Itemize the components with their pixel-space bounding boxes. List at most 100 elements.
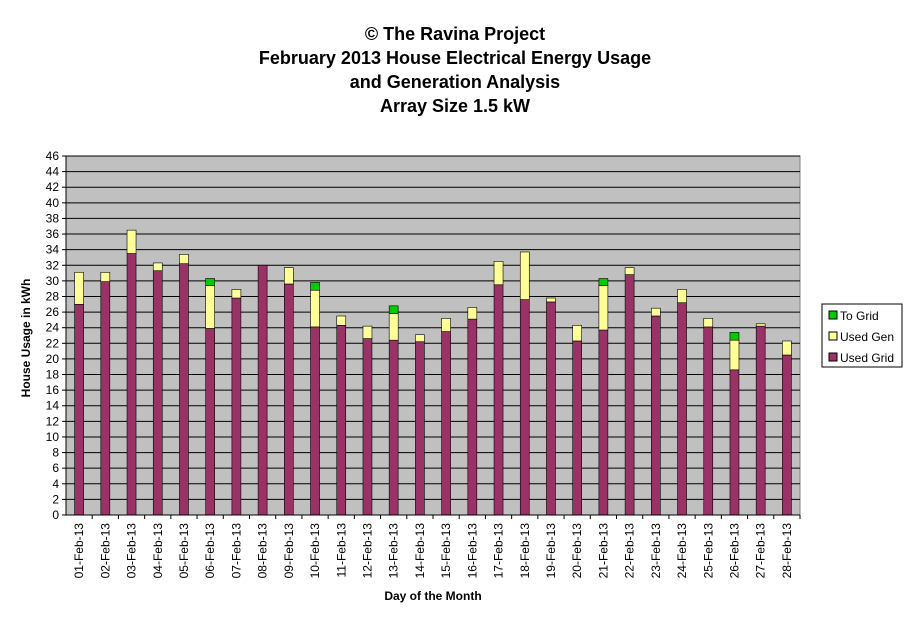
bar-used-grid bbox=[703, 326, 714, 516]
bar-used-grid bbox=[100, 281, 111, 516]
bar-used-grid bbox=[782, 354, 792, 516]
bar-used-gen bbox=[231, 289, 242, 299]
y-tick-label: 26 bbox=[46, 305, 60, 319]
bar-used-grid bbox=[624, 274, 635, 516]
x-tick-label: 08-Feb-13 bbox=[256, 523, 270, 579]
x-tick-label: 19-Feb-13 bbox=[544, 523, 558, 579]
bar-used-grid bbox=[126, 253, 137, 516]
bar-used-grid bbox=[231, 297, 242, 516]
y-tick-label: 36 bbox=[46, 227, 60, 241]
x-axis-title: Day of the Month bbox=[384, 589, 481, 603]
y-tick-label: 16 bbox=[46, 383, 60, 397]
y-tick-label: 10 bbox=[46, 430, 60, 444]
y-tick-label: 28 bbox=[46, 289, 60, 303]
bar-used-gen bbox=[546, 297, 556, 303]
y-tick-label: 18 bbox=[46, 368, 60, 382]
x-tick-label: 10-Feb-13 bbox=[308, 523, 322, 579]
bar-used-grid bbox=[651, 315, 661, 516]
bar-used-gen bbox=[519, 251, 530, 300]
bar-used-gen bbox=[284, 267, 294, 285]
bar-to-grid bbox=[598, 278, 609, 286]
plot-area bbox=[65, 155, 801, 516]
x-tick-label: 01-Feb-13 bbox=[72, 523, 86, 579]
y-tick-label: 30 bbox=[46, 274, 60, 288]
y-tick-label: 12 bbox=[46, 414, 60, 428]
bar-used-grid bbox=[152, 270, 163, 516]
bar-used-grid bbox=[729, 369, 740, 516]
bar-used-gen bbox=[205, 285, 215, 329]
bar-used-gen bbox=[126, 229, 137, 254]
title-line-3: and Generation Analysis bbox=[350, 72, 560, 92]
x-tick-label: 28-Feb-13 bbox=[780, 523, 794, 579]
bar-used-gen bbox=[179, 254, 189, 265]
bar-used-grid bbox=[415, 341, 425, 516]
x-tick-label: 20-Feb-13 bbox=[570, 523, 584, 579]
bar-used-grid bbox=[179, 263, 189, 516]
x-tick-label: 13-Feb-13 bbox=[387, 523, 401, 579]
bar-used-grid bbox=[755, 325, 766, 516]
x-tick-label: 18-Feb-13 bbox=[518, 523, 532, 579]
bar-used-grid bbox=[572, 340, 582, 516]
y-axis-ticks: 0246810121416182022242628303234363840424… bbox=[46, 149, 66, 522]
legend: To Grid Used Gen Used Grid bbox=[821, 303, 903, 368]
x-tick-label: 27-Feb-13 bbox=[754, 523, 768, 579]
x-axis-ticks: 01-Feb-13 02-Feb-13 03-Feb-13 04-Feb-13 05-F… bbox=[72, 515, 801, 579]
bar-to-grid bbox=[205, 278, 215, 286]
bar-used-grid bbox=[284, 283, 294, 516]
y-tick-label: 4 bbox=[52, 477, 59, 491]
bar-used-grid bbox=[336, 325, 347, 516]
bar-used-gen bbox=[100, 271, 111, 282]
bar-used-grid bbox=[493, 284, 504, 516]
x-tick-label: 06-Feb-13 bbox=[203, 523, 217, 579]
legend-swatch-used-gen bbox=[828, 331, 838, 341]
x-tick-label: 07-Feb-13 bbox=[229, 523, 243, 579]
legend-label-used-gen: Used Gen bbox=[840, 330, 894, 344]
bar-used-grid bbox=[519, 299, 530, 516]
legend-label-to-grid: To Grid bbox=[840, 309, 879, 323]
y-tick-label: 6 bbox=[52, 461, 59, 475]
x-tick-label: 15-Feb-13 bbox=[439, 523, 453, 579]
bar-used-gen bbox=[703, 318, 714, 328]
bar-used-gen bbox=[415, 334, 425, 343]
x-tick-label: 14-Feb-13 bbox=[413, 523, 427, 579]
y-tick-label: 32 bbox=[46, 258, 60, 272]
y-tick-label: 34 bbox=[46, 243, 60, 257]
x-tick-label: 26-Feb-13 bbox=[727, 523, 741, 579]
x-tick-label: 21-Feb-13 bbox=[596, 523, 610, 579]
bar-used-grid bbox=[310, 326, 320, 516]
y-tick-label: 38 bbox=[46, 211, 60, 225]
title-line-2: February 2013 House Electrical Energy Us… bbox=[259, 48, 651, 68]
x-tick-label: 22-Feb-13 bbox=[623, 523, 637, 579]
bar-used-gen bbox=[651, 307, 661, 317]
bar-used-grid bbox=[74, 303, 84, 516]
y-tick-label: 14 bbox=[46, 399, 60, 413]
bars bbox=[74, 229, 792, 516]
x-tick-label: 05-Feb-13 bbox=[177, 523, 191, 579]
x-tick-label: 02-Feb-13 bbox=[98, 523, 112, 579]
x-tick-label: 16-Feb-13 bbox=[465, 523, 479, 579]
y-tick-label: 42 bbox=[46, 180, 60, 194]
y-tick-label: 0 bbox=[52, 508, 59, 522]
x-tick-label: 25-Feb-13 bbox=[701, 523, 715, 579]
bar-used-gen bbox=[388, 313, 399, 341]
bar-used-gen bbox=[310, 289, 320, 328]
y-tick-label: 44 bbox=[46, 165, 60, 179]
bar-used-grid bbox=[388, 339, 399, 516]
bar-used-grid bbox=[441, 331, 451, 516]
x-tick-label: 17-Feb-13 bbox=[492, 523, 506, 579]
x-tick-label: 11-Feb-13 bbox=[334, 523, 348, 578]
x-tick-label: 04-Feb-13 bbox=[151, 523, 165, 579]
bar-used-gen bbox=[467, 307, 478, 320]
y-tick-label: 46 bbox=[46, 149, 60, 163]
bar-used-grid bbox=[598, 329, 609, 516]
x-tick-label: 09-Feb-13 bbox=[282, 523, 296, 579]
bar-used-gen bbox=[572, 325, 582, 342]
y-tick-label: 24 bbox=[46, 321, 60, 335]
chart-title: © The Ravina Project February 2013 House… bbox=[259, 24, 651, 116]
bar-used-gen bbox=[598, 285, 609, 331]
bar-used-grid bbox=[257, 264, 268, 516]
bar-to-grid bbox=[729, 332, 740, 341]
bar-used-grid bbox=[546, 301, 556, 516]
bar-used-gen bbox=[755, 323, 766, 327]
